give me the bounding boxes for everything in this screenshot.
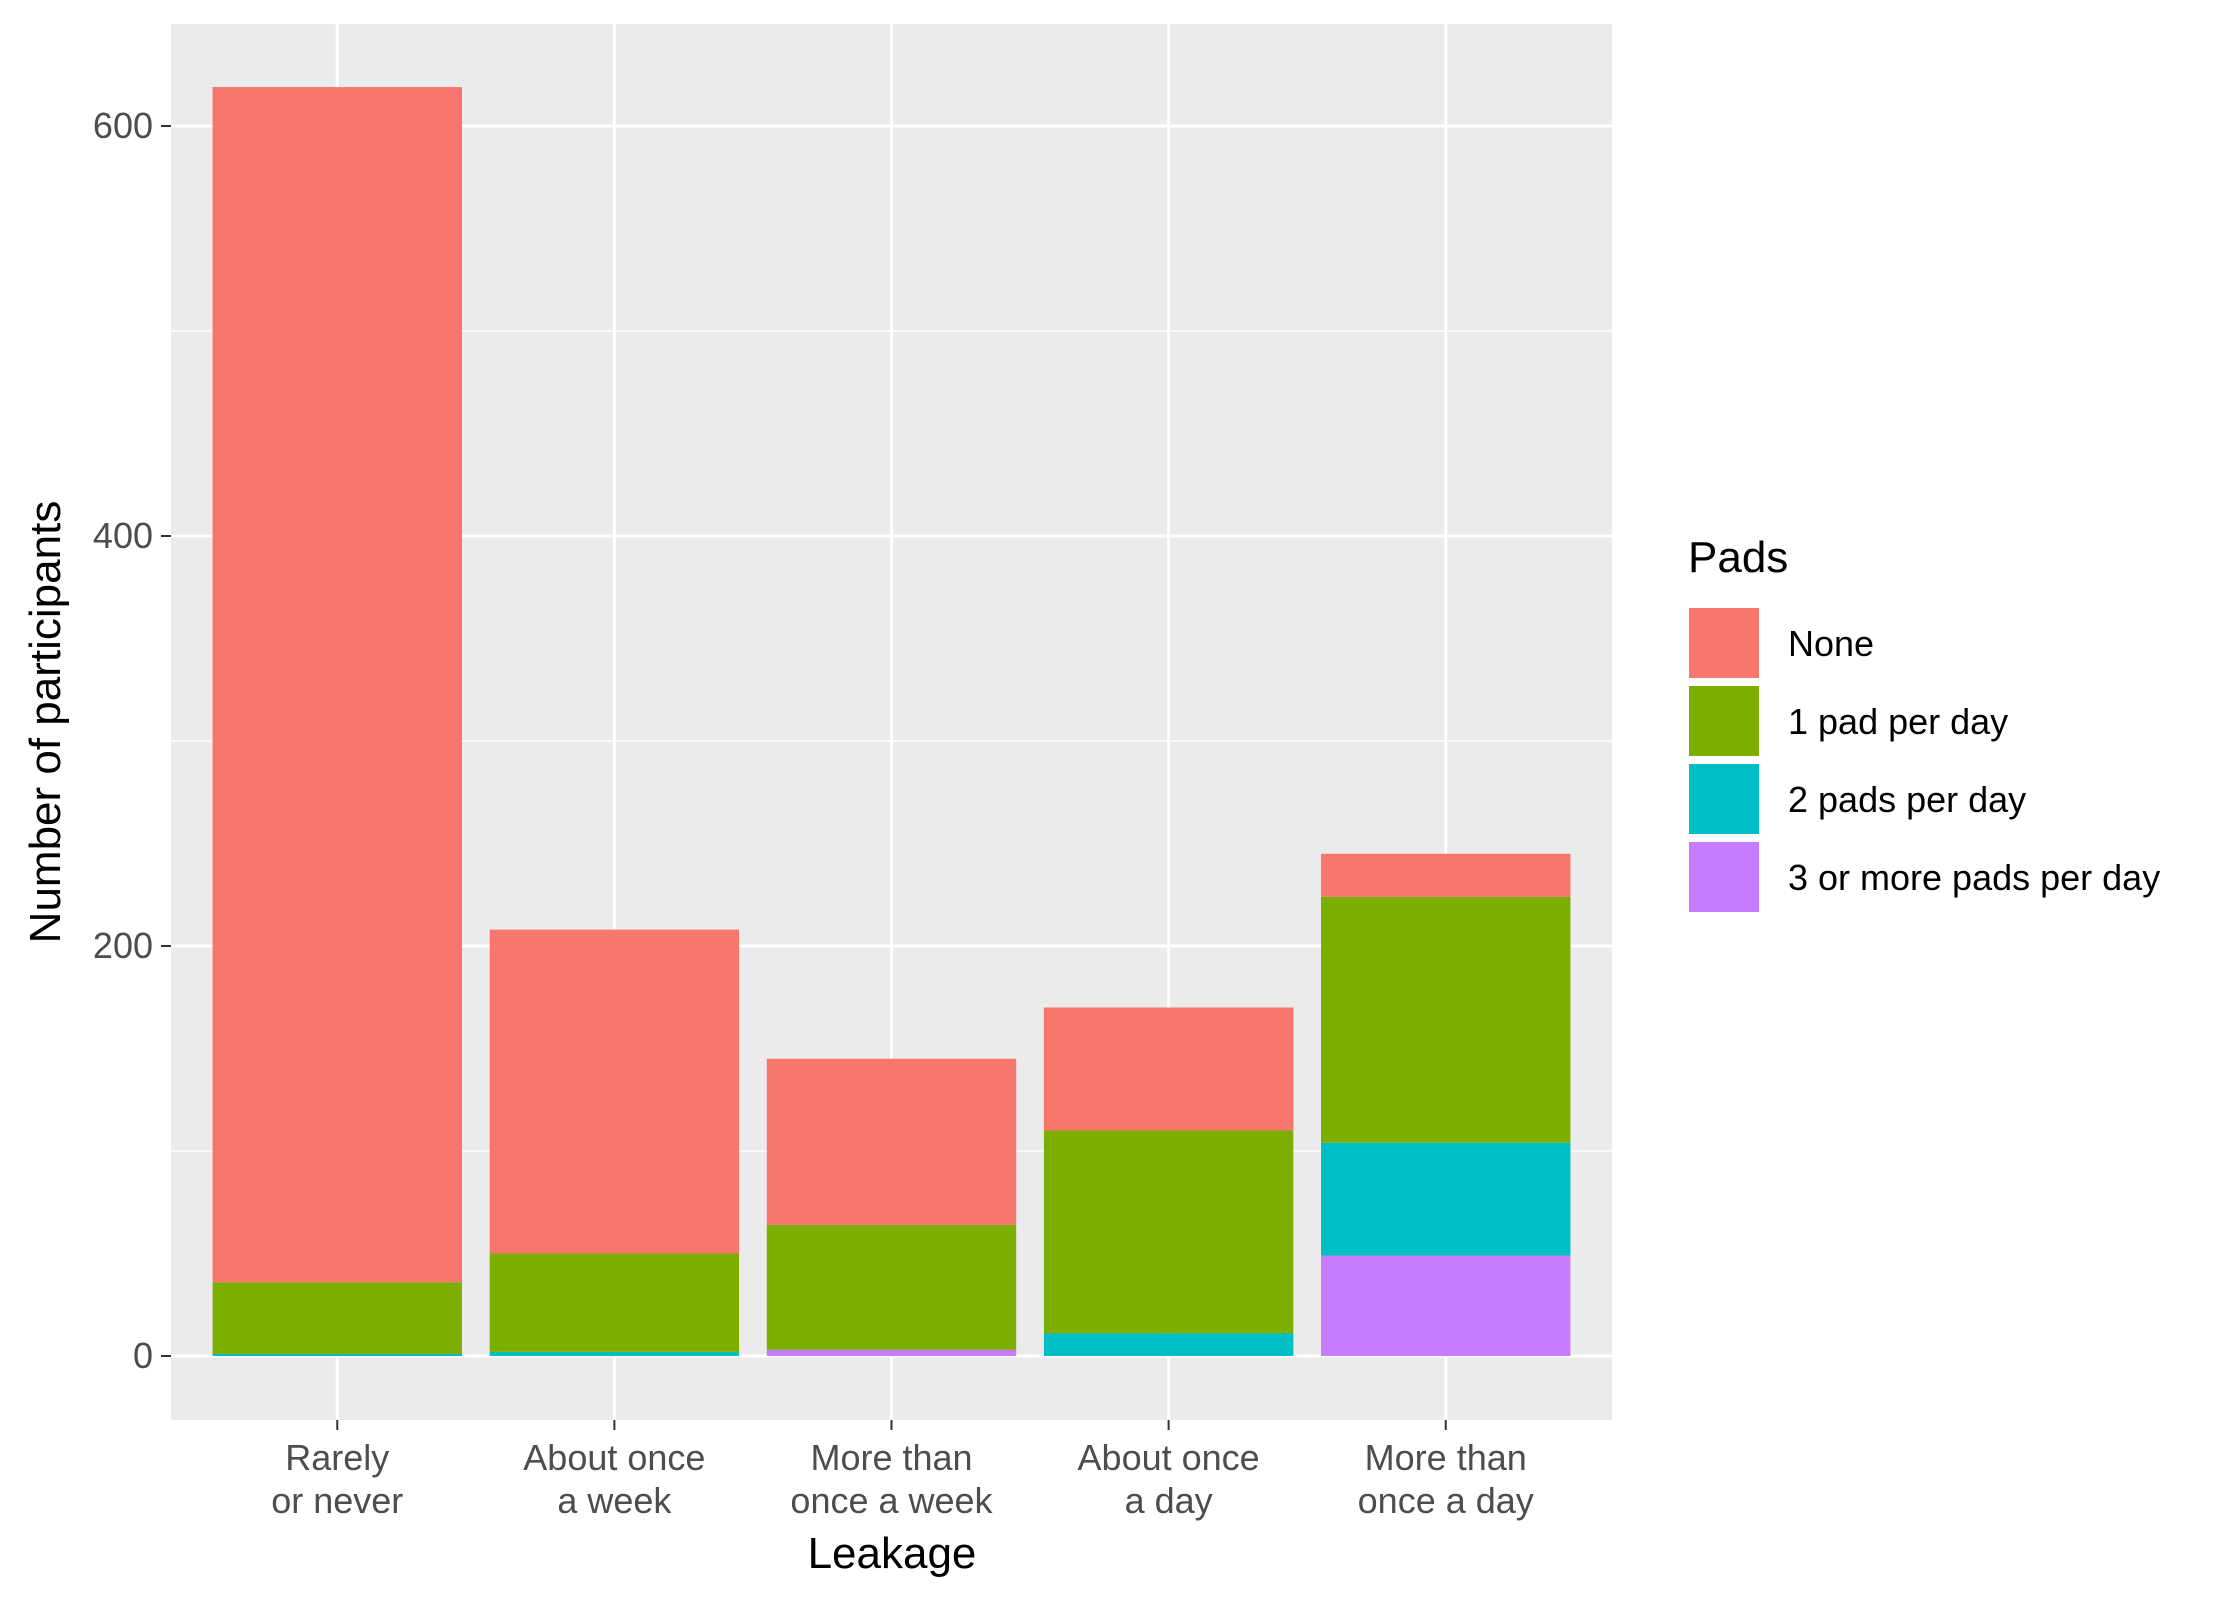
legend-label: 3 or more pads per day xyxy=(1788,857,2160,898)
x-tick-label: More than xyxy=(1365,1437,1527,1478)
bar-segment xyxy=(1043,1007,1294,1131)
x-axis-title: Leakage xyxy=(808,1529,977,1578)
bar-segment xyxy=(1321,853,1571,897)
bar-segment xyxy=(1043,1130,1294,1334)
legend-key xyxy=(1689,608,1759,678)
legend-title: Pads xyxy=(1688,533,1788,582)
x-tick-label: once a week xyxy=(790,1480,993,1521)
bar-segment xyxy=(489,1253,740,1352)
bar-segment xyxy=(212,1282,462,1354)
x-tick-label: or never xyxy=(271,1480,403,1521)
y-tick-label: 200 xyxy=(93,925,153,966)
x-tick-label: Rarely xyxy=(285,1437,389,1478)
bar-segment xyxy=(766,1058,1017,1225)
y-tick-label: 600 xyxy=(93,105,153,146)
y-axis: 0 200 400 600 xyxy=(93,105,171,1376)
x-tick-label: About once xyxy=(1078,1437,1260,1478)
bar-segment xyxy=(1321,1142,1571,1256)
y-tick-label: 0 xyxy=(133,1335,153,1376)
bar-segment xyxy=(212,87,462,1283)
legend-key xyxy=(1689,842,1759,912)
bar-segment xyxy=(1043,1333,1294,1356)
x-tick-label: About once xyxy=(523,1437,705,1478)
legend-label: 2 pads per day xyxy=(1788,779,2026,820)
bar-segment xyxy=(489,929,740,1254)
legend: Pads None 1 pad per day 2 pads per day 3 or… xyxy=(1688,533,2160,912)
legend-label: None xyxy=(1788,623,1874,664)
legend-key xyxy=(1689,764,1759,834)
bar-segment xyxy=(1321,896,1571,1143)
x-tick-label: a day xyxy=(1125,1480,1213,1521)
legend-label: 1 pad per day xyxy=(1788,701,2008,742)
y-tick-label: 400 xyxy=(93,515,153,556)
bar-segment xyxy=(212,1353,462,1356)
x-tick-label: a week xyxy=(557,1480,672,1521)
bar-segment xyxy=(766,1349,1017,1356)
legend-key xyxy=(1689,686,1759,756)
y-axis-title: Number of participants xyxy=(21,501,70,944)
x-tick-label: once a day xyxy=(1358,1480,1534,1521)
x-tick-label: More than xyxy=(810,1437,972,1478)
bar-segment xyxy=(1321,1255,1571,1356)
bar-segment xyxy=(766,1224,1017,1350)
bar-segment xyxy=(489,1351,740,1356)
bars xyxy=(212,87,1571,1356)
